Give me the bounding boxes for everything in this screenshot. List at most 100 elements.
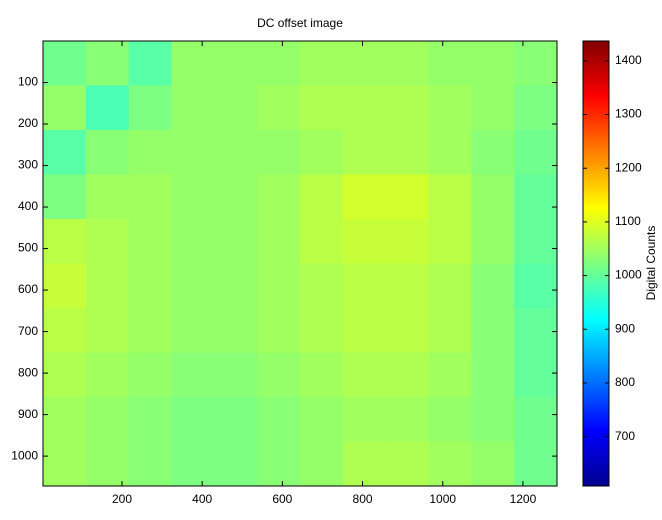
cell bbox=[428, 441, 472, 487]
cell bbox=[85, 308, 130, 353]
cell bbox=[342, 130, 387, 175]
colorbar bbox=[583, 41, 609, 486]
cell bbox=[471, 219, 515, 264]
cell bbox=[342, 219, 387, 264]
y-tick-label: 200 bbox=[18, 116, 38, 130]
cell bbox=[300, 441, 344, 487]
chart-title: DC offset image bbox=[257, 16, 343, 30]
cell bbox=[514, 352, 558, 398]
y-tick-label: 1000 bbox=[11, 448, 38, 462]
cell bbox=[514, 130, 558, 175]
cell bbox=[171, 441, 215, 487]
colorbar-tick-label: 1200 bbox=[615, 160, 642, 174]
cell bbox=[171, 397, 215, 442]
cell bbox=[214, 41, 258, 86]
cell bbox=[300, 352, 344, 398]
cell bbox=[385, 85, 429, 131]
colorbar-tick-label: 1100 bbox=[615, 214, 641, 228]
y-tick-label: 100 bbox=[18, 75, 38, 89]
cell bbox=[214, 352, 258, 398]
cell bbox=[85, 41, 130, 86]
cell bbox=[385, 441, 429, 487]
cell bbox=[128, 174, 172, 220]
x-tick-label: 200 bbox=[112, 492, 132, 506]
cell bbox=[428, 174, 472, 220]
cell bbox=[257, 308, 301, 353]
cell bbox=[257, 130, 301, 175]
cell bbox=[428, 308, 472, 353]
cell bbox=[471, 85, 515, 131]
cell bbox=[300, 397, 344, 442]
colorbar-frame bbox=[582, 40, 610, 487]
cell bbox=[514, 397, 558, 442]
cell bbox=[214, 308, 258, 353]
cell bbox=[128, 85, 172, 131]
cell bbox=[342, 308, 387, 353]
cell bbox=[43, 397, 87, 442]
cell bbox=[385, 397, 429, 442]
cell bbox=[385, 352, 429, 398]
cell bbox=[385, 130, 429, 175]
cell bbox=[257, 441, 301, 487]
colorbar-tick-label: 1300 bbox=[615, 107, 642, 121]
cell bbox=[428, 85, 472, 131]
cell bbox=[300, 263, 344, 309]
cell bbox=[471, 130, 515, 175]
cell bbox=[128, 441, 172, 487]
cell bbox=[471, 441, 515, 487]
cell bbox=[43, 352, 87, 398]
cell bbox=[428, 397, 472, 442]
cell bbox=[214, 219, 258, 264]
cell bbox=[385, 219, 429, 264]
cell bbox=[128, 397, 172, 442]
y-tick-label: 900 bbox=[18, 407, 38, 421]
y-tick-label: 600 bbox=[18, 282, 38, 296]
cell bbox=[300, 130, 344, 175]
cell bbox=[257, 263, 301, 309]
cell bbox=[214, 174, 258, 220]
cell bbox=[342, 41, 387, 86]
colorbar-tick-label: 1000 bbox=[615, 268, 642, 282]
cell bbox=[428, 352, 472, 398]
cell bbox=[385, 263, 429, 309]
cell bbox=[514, 441, 558, 487]
cell bbox=[300, 174, 344, 220]
cell bbox=[85, 219, 130, 264]
cell bbox=[171, 352, 215, 398]
cell bbox=[471, 397, 515, 442]
cell bbox=[471, 308, 515, 353]
cell bbox=[428, 219, 472, 264]
cell bbox=[514, 263, 558, 309]
cell bbox=[385, 41, 429, 86]
cell bbox=[300, 219, 344, 264]
cell bbox=[257, 41, 301, 86]
cell bbox=[257, 85, 301, 131]
cell bbox=[43, 130, 87, 175]
cell bbox=[514, 85, 558, 131]
cell bbox=[85, 441, 130, 487]
cell bbox=[214, 130, 258, 175]
cell bbox=[385, 174, 429, 220]
axes-frame bbox=[42, 40, 558, 487]
cell bbox=[43, 85, 87, 131]
cell bbox=[257, 219, 301, 264]
cell bbox=[85, 352, 130, 398]
y-tick-label: 700 bbox=[18, 324, 38, 338]
cell bbox=[342, 85, 387, 131]
image bbox=[43, 41, 558, 487]
cell bbox=[171, 263, 215, 309]
cell bbox=[43, 263, 87, 309]
cell bbox=[85, 85, 130, 131]
cell bbox=[43, 41, 87, 86]
x-tick-label: 800 bbox=[353, 492, 373, 506]
cell bbox=[385, 308, 429, 353]
cell bbox=[43, 308, 87, 353]
cell bbox=[257, 174, 301, 220]
cell bbox=[214, 397, 258, 442]
y-tick-label: 500 bbox=[18, 241, 38, 255]
cell bbox=[428, 263, 472, 309]
cell bbox=[171, 174, 215, 220]
cell bbox=[214, 441, 258, 487]
colorbar-tick-label: 1400 bbox=[615, 53, 642, 67]
